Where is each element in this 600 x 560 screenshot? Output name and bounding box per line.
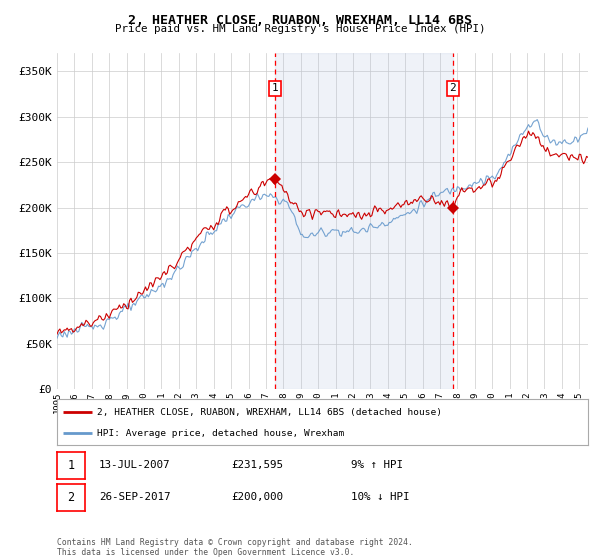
Text: 10% ↓ HPI: 10% ↓ HPI <box>351 492 409 502</box>
Bar <box>275 53 453 389</box>
Text: 2: 2 <box>449 83 456 94</box>
Text: 13-JUL-2007: 13-JUL-2007 <box>99 460 170 470</box>
Text: 2, HEATHER CLOSE, RUABON, WREXHAM, LL14 6BS (detached house): 2, HEATHER CLOSE, RUABON, WREXHAM, LL14 … <box>97 408 442 417</box>
Text: 9% ↑ HPI: 9% ↑ HPI <box>351 460 403 470</box>
Text: 2, HEATHER CLOSE, RUABON, WREXHAM, LL14 6BS: 2, HEATHER CLOSE, RUABON, WREXHAM, LL14 … <box>128 14 472 27</box>
Text: 1: 1 <box>272 83 278 94</box>
Text: £200,000: £200,000 <box>231 492 283 502</box>
Text: £231,595: £231,595 <box>231 460 283 470</box>
Text: 2: 2 <box>67 491 74 504</box>
Text: HPI: Average price, detached house, Wrexham: HPI: Average price, detached house, Wrex… <box>97 429 344 438</box>
Text: Price paid vs. HM Land Registry's House Price Index (HPI): Price paid vs. HM Land Registry's House … <box>115 24 485 34</box>
Text: 26-SEP-2017: 26-SEP-2017 <box>99 492 170 502</box>
Text: 1: 1 <box>67 459 74 472</box>
Text: Contains HM Land Registry data © Crown copyright and database right 2024.
This d: Contains HM Land Registry data © Crown c… <box>57 538 413 557</box>
